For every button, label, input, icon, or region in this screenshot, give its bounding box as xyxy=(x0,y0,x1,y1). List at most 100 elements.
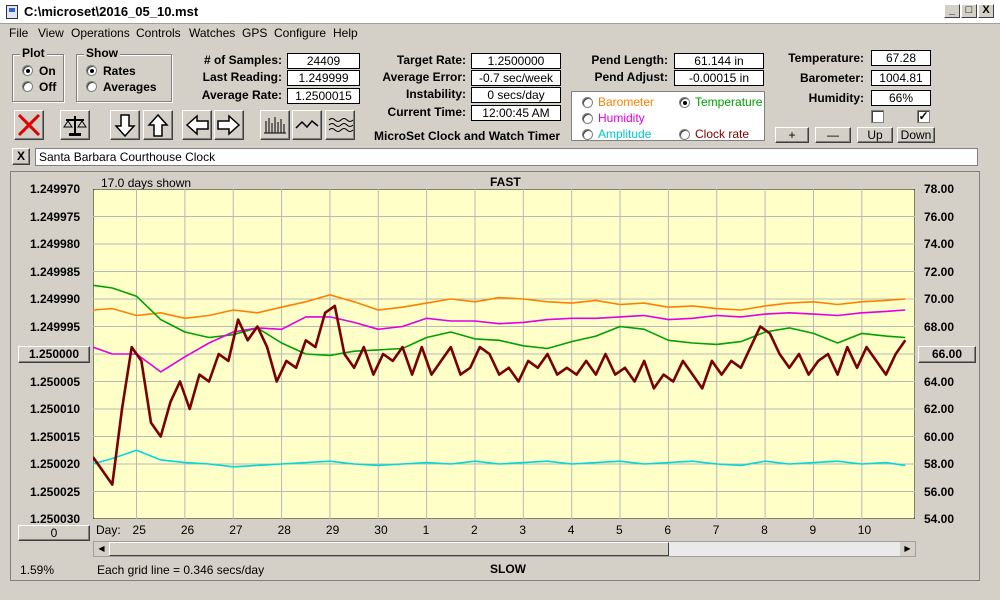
show-averages-radio[interactable] xyxy=(86,81,97,92)
amplitude-radio[interactable] xyxy=(582,129,593,140)
target-rate-field[interactable]: 1.2500000 xyxy=(471,53,561,69)
menu-help[interactable]: Help xyxy=(333,26,358,40)
plot-on-label: On xyxy=(39,64,56,78)
show-rates-radio[interactable] xyxy=(86,65,97,76)
pend-length-label: Pend Length: xyxy=(591,53,668,67)
up-arrow-button[interactable] xyxy=(143,110,173,140)
right-axis-tick-label: 58.00 xyxy=(924,457,955,471)
title-bar: C:\microset\2016_05_10.mst _ □ X xyxy=(0,0,1000,24)
scroll-left-arrow[interactable]: ◀ xyxy=(94,542,109,556)
close-button[interactable]: X xyxy=(978,4,994,18)
maximize-button[interactable]: □ xyxy=(961,4,977,18)
menu-view[interactable]: View xyxy=(38,26,64,40)
average-rate-field: 1.2500015 xyxy=(287,88,360,104)
wave-view-button[interactable] xyxy=(325,110,355,140)
left-axis-tick-label: 1.249995 xyxy=(30,319,81,334)
x-axis-day-label: 4 xyxy=(567,523,575,537)
x-axis-day-label: 10 xyxy=(857,523,872,537)
scroll-thumb[interactable] xyxy=(109,542,669,556)
plot-on-radio[interactable] xyxy=(22,65,33,76)
x-axis-day-label: 5 xyxy=(616,523,623,537)
pend-adjust-field: -0.00015 in xyxy=(674,70,764,86)
app-name-label: MicroSet Clock and Watch Timer xyxy=(374,129,561,143)
left-arrow-button[interactable] xyxy=(182,110,212,140)
menu-gps[interactable]: GPS xyxy=(242,26,268,40)
right-axis-tick-label: 70.00 xyxy=(924,292,955,306)
sensor-select-box xyxy=(571,91,765,141)
line-view-button[interactable] xyxy=(292,110,322,140)
chart-plot-area xyxy=(93,189,915,519)
clock-name-input[interactable]: Santa Barbara Courthouse Clock xyxy=(35,148,978,166)
left-axis-tick-label: 1.250020 xyxy=(30,457,81,471)
left-axis-tick-label: 1.249980 xyxy=(30,237,81,251)
show-rates-label: Rates xyxy=(103,64,136,78)
right-axis-tick-label: 78.00 xyxy=(924,182,955,196)
barometer-option-label: Barometer xyxy=(598,95,655,109)
right-axis-tick-label: 62.00 xyxy=(924,402,955,416)
down-arrow-button[interactable] xyxy=(110,110,140,140)
scroll-right-arrow[interactable]: ▶ xyxy=(900,542,915,556)
right-axis-tick-label: 54.00 xyxy=(924,512,955,526)
menu-file[interactable]: File xyxy=(9,26,29,40)
x-axis-day-label: 29 xyxy=(325,523,340,537)
minimize-button[interactable]: _ xyxy=(944,4,960,18)
series-line-humidity xyxy=(93,309,906,373)
last-reading-field: 1.249999 xyxy=(287,70,360,86)
clock-rate-radio[interactable] xyxy=(679,129,690,140)
right-axis-tick-label: 76.00 xyxy=(924,209,955,224)
right-axis-tick-label: 56.00 xyxy=(924,484,955,499)
env-checkbox-1[interactable] xyxy=(871,110,884,123)
right-center-button[interactable]: 66.00 xyxy=(918,346,976,363)
chart-panel xyxy=(10,171,980,581)
left-axis-tick-label: 1.249985 xyxy=(30,264,81,279)
bar-graph-icon xyxy=(264,117,286,134)
arrow-up-icon xyxy=(147,113,169,137)
clear-name-button[interactable]: X xyxy=(12,148,30,165)
x-axis-day-label: 3 xyxy=(519,523,527,537)
last-reading-label: Last Reading: xyxy=(202,70,282,84)
right-axis-tick-label: 72.00 xyxy=(924,264,955,279)
menu-controls[interactable]: Controls xyxy=(136,26,181,40)
clock-rate-option-label: Clock rate xyxy=(695,127,750,141)
balance-button[interactable] xyxy=(60,110,90,140)
scale-down-button[interactable]: Down xyxy=(897,127,935,143)
arrow-right-icon xyxy=(217,114,241,136)
plot-group-title: Plot xyxy=(20,46,47,60)
current-time-label: Current Time: xyxy=(387,105,466,119)
left-center-button[interactable]: 1.250000 xyxy=(18,346,90,363)
samples-field: 24409 xyxy=(287,53,360,69)
left-axis-tick-label: 1.249990 xyxy=(30,292,81,306)
menu-watches[interactable]: Watches xyxy=(189,26,236,40)
average-rate-label: Average Rate: xyxy=(201,88,282,102)
bottom-zero-button[interactable]: 0 xyxy=(18,525,90,541)
x-axis-day-label: 30 xyxy=(374,523,388,537)
pend-length-field[interactable]: 61.144 in xyxy=(674,53,764,69)
x-axis-day-label: 7 xyxy=(712,523,720,537)
menu-configure[interactable]: Configure xyxy=(274,26,327,40)
temperature-field: 67.28 xyxy=(871,50,931,66)
chart-scrollbar[interactable]: ◀ ▶ xyxy=(93,541,916,557)
bar-view-button[interactable] xyxy=(260,110,290,140)
right-arrow-button[interactable] xyxy=(214,110,244,140)
left-axis-tick-label: 1.249970 xyxy=(30,182,81,196)
average-error-label: Average Error: xyxy=(382,70,466,84)
show-group xyxy=(76,54,172,102)
amplitude-option-label: Amplitude xyxy=(598,127,652,141)
day-axis-label: Day: xyxy=(96,523,121,537)
stop-button[interactable] xyxy=(14,110,44,140)
app-icon xyxy=(6,5,18,19)
scale-plus-button[interactable]: + xyxy=(775,127,809,143)
series-line-barometer xyxy=(93,294,906,320)
x-axis-day-label: 6 xyxy=(664,523,672,537)
temperature-radio[interactable] xyxy=(679,97,690,108)
plot-off-radio[interactable] xyxy=(22,81,33,92)
scale-up-button[interactable]: Up xyxy=(857,127,893,143)
barometer-radio[interactable] xyxy=(582,97,593,108)
scale-minus-button[interactable]: — xyxy=(815,127,851,143)
env-checkbox-2[interactable]: ✓ xyxy=(917,109,930,123)
humidity-radio[interactable] xyxy=(582,113,593,124)
menu-operations[interactable]: Operations xyxy=(71,26,130,40)
x-axis-day-label: 9 xyxy=(809,523,817,537)
show-averages-label: Averages xyxy=(103,80,157,94)
days-shown-label: 17.0 days shown xyxy=(101,176,192,190)
